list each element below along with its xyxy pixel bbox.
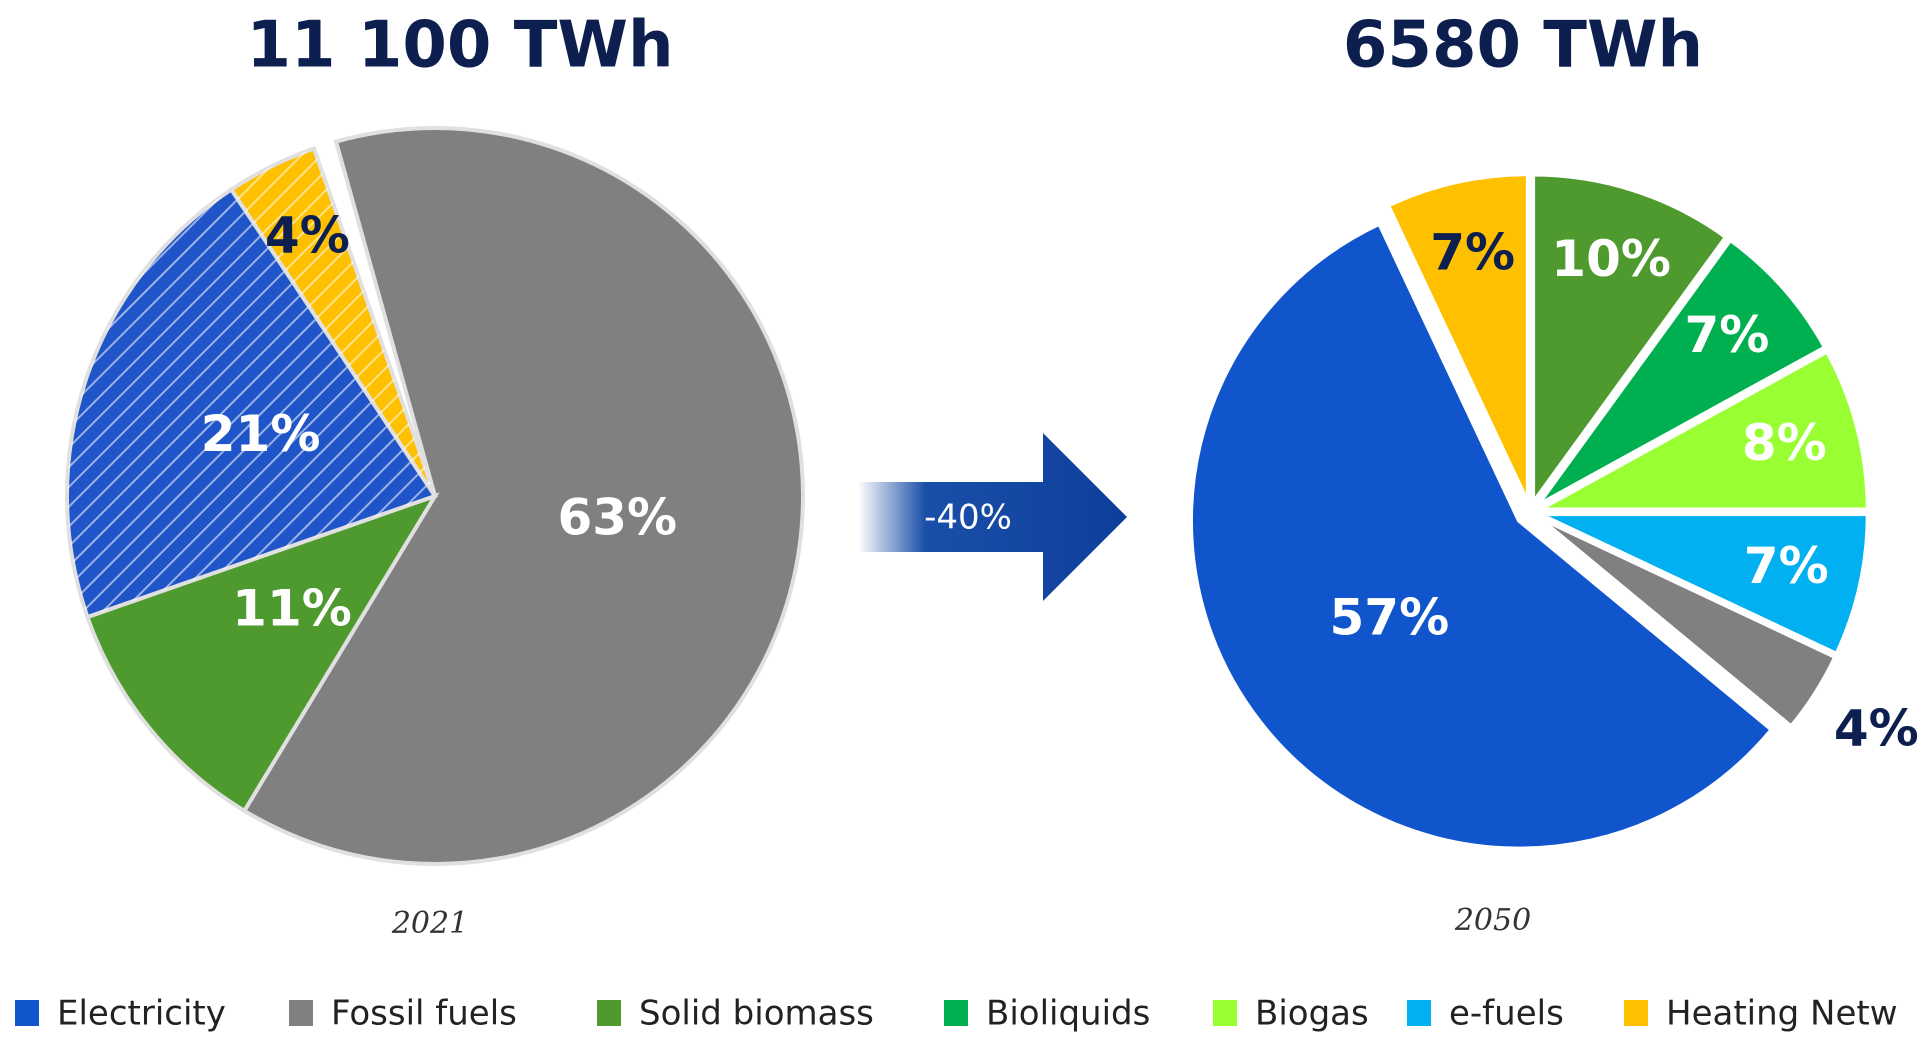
legend-label: Fossil fuels bbox=[331, 994, 517, 1034]
data-label: 11% bbox=[232, 579, 352, 637]
data-label: 4% bbox=[1834, 699, 1919, 757]
pie-slice bbox=[1537, 515, 1838, 730]
data-label: 4% bbox=[265, 206, 350, 264]
data-label: 63% bbox=[557, 488, 677, 546]
pie-slice bbox=[1538, 512, 1870, 657]
legend-swatch bbox=[597, 1000, 621, 1026]
legend-label: Bioliquids bbox=[986, 994, 1150, 1034]
data-label: 10% bbox=[1551, 230, 1671, 288]
arrow-label: -40% bbox=[924, 498, 1012, 538]
legend-label: Heating Netw bbox=[1666, 994, 1898, 1034]
pie-slice bbox=[241, 126, 805, 866]
chart-title: 6580 TWh bbox=[1343, 9, 1703, 83]
data-label: 8% bbox=[1742, 414, 1827, 472]
chart-caption: 2050 bbox=[1454, 903, 1531, 938]
data-label: 7% bbox=[1685, 306, 1770, 364]
legend-swatch bbox=[289, 1000, 313, 1026]
legend-swatch bbox=[15, 1000, 39, 1026]
legend-swatch bbox=[1624, 1000, 1648, 1026]
pie-slice bbox=[1385, 172, 1530, 504]
legend-label: Biogas bbox=[1255, 994, 1369, 1034]
slice-hatch bbox=[231, 148, 435, 497]
legend-label: e-fuels bbox=[1449, 994, 1564, 1034]
pie-slice bbox=[1188, 221, 1775, 851]
pie-slice bbox=[84, 492, 440, 814]
slice-hatch bbox=[67, 189, 436, 618]
pie-slice bbox=[1531, 172, 1729, 509]
legend-swatch bbox=[1213, 1000, 1237, 1026]
data-label: 7% bbox=[1744, 537, 1829, 595]
data-label: 7% bbox=[1430, 223, 1515, 281]
chart-caption: 2021 bbox=[391, 906, 468, 941]
pie-slice bbox=[1535, 237, 1828, 508]
legend-label: Electricity bbox=[57, 994, 226, 1034]
data-label: 57% bbox=[1330, 589, 1450, 647]
legend-label: Solid biomass bbox=[639, 994, 874, 1034]
legend-swatch bbox=[944, 1000, 968, 1026]
pie-slice bbox=[1538, 348, 1870, 512]
chart-title: 11 100 TWh bbox=[246, 9, 673, 83]
legend-swatch bbox=[1407, 1000, 1431, 1026]
arrow bbox=[858, 433, 1127, 601]
data-label: 21% bbox=[201, 405, 321, 463]
